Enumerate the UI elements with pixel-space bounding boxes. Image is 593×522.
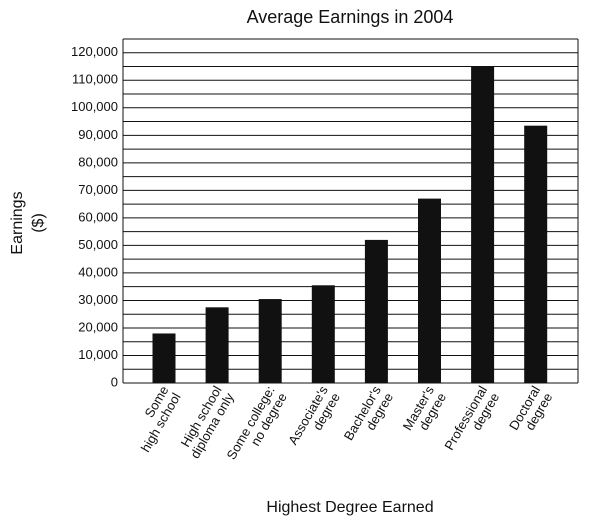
bar bbox=[418, 198, 441, 383]
bar bbox=[364, 239, 388, 383]
x-axis-label: Highest Degree Earned bbox=[266, 499, 433, 516]
bar bbox=[152, 333, 176, 383]
y-tick-label: 70,000 bbox=[78, 182, 118, 197]
y-axis-label: Earnings bbox=[9, 191, 26, 254]
y-tick-label: 20,000 bbox=[78, 319, 118, 334]
y-tick-label: 80,000 bbox=[78, 154, 118, 169]
y-tick-label: 40,000 bbox=[78, 264, 118, 279]
y-tick-label: 10,000 bbox=[78, 347, 118, 362]
y-tick-label: 30,000 bbox=[78, 292, 118, 307]
y-axis-label: ($) bbox=[30, 213, 47, 233]
bar bbox=[258, 299, 282, 383]
bar bbox=[311, 285, 335, 383]
y-tick-label: 110,000 bbox=[72, 72, 118, 87]
bar bbox=[524, 125, 548, 384]
y-tick-label: 60,000 bbox=[78, 209, 118, 224]
bar bbox=[471, 66, 495, 384]
y-tick-label: 100,000 bbox=[71, 99, 118, 114]
y-tick-label: 50,000 bbox=[78, 237, 118, 252]
y-tick-label: 120,000 bbox=[71, 44, 118, 59]
chart-title: Average Earnings in 2004 bbox=[247, 7, 454, 27]
y-tick-label: 90,000 bbox=[78, 127, 118, 142]
y-tick-label: 0 bbox=[111, 374, 118, 389]
bar bbox=[205, 307, 229, 383]
